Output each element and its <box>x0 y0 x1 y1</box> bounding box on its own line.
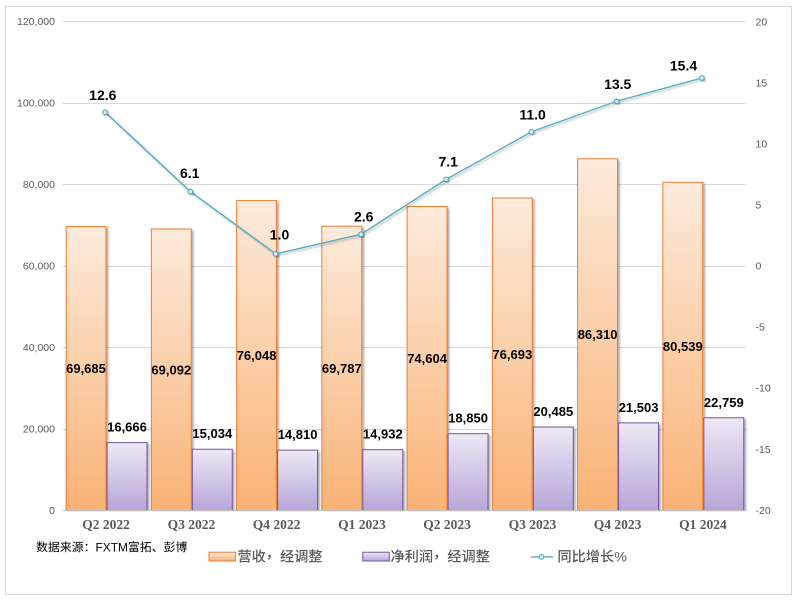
svg-text:120,000: 120,000 <box>17 16 55 28</box>
svg-text:Q1 2023: Q1 2023 <box>338 517 386 532</box>
svg-text:69,787: 69,787 <box>322 361 362 376</box>
svg-text:18,850: 18,850 <box>448 411 488 426</box>
svg-text:Q4 2023: Q4 2023 <box>594 517 642 532</box>
svg-text:40,000: 40,000 <box>23 342 55 354</box>
svg-text:0: 0 <box>756 261 762 273</box>
svg-text:11.0: 11.0 <box>519 107 546 123</box>
svg-text:Q4 2022: Q4 2022 <box>253 517 301 532</box>
svg-text:22,759: 22,759 <box>704 395 744 410</box>
svg-text:13.5: 13.5 <box>604 76 631 92</box>
svg-text:86,310: 86,310 <box>578 327 618 342</box>
svg-text:20: 20 <box>756 16 768 28</box>
svg-text:1.0: 1.0 <box>270 226 290 242</box>
svg-text:2.6: 2.6 <box>354 208 374 224</box>
svg-text:76,048: 76,048 <box>237 348 277 363</box>
svg-text:15: 15 <box>756 77 768 89</box>
svg-text:%: % <box>614 549 627 565</box>
svg-text:74,604: 74,604 <box>407 351 448 366</box>
svg-text:20,485: 20,485 <box>533 404 573 419</box>
svg-text:76,693: 76,693 <box>492 347 532 362</box>
svg-text:Q3 2023: Q3 2023 <box>509 517 557 532</box>
svg-text:69,685: 69,685 <box>66 361 106 376</box>
svg-text:21,503: 21,503 <box>619 400 659 415</box>
svg-text:-15: -15 <box>756 444 771 456</box>
svg-text:Q2 2023: Q2 2023 <box>423 517 471 532</box>
svg-text:12.6: 12.6 <box>89 87 116 103</box>
svg-text:100,000: 100,000 <box>17 98 55 110</box>
svg-text:5: 5 <box>756 200 762 212</box>
svg-text:20,000: 20,000 <box>23 424 55 436</box>
svg-text:14,810: 14,810 <box>278 427 318 442</box>
svg-text:15.4: 15.4 <box>670 58 697 74</box>
svg-text:Q2 2022: Q2 2022 <box>82 517 130 532</box>
svg-text:69,092: 69,092 <box>151 362 191 377</box>
svg-text:Q3 2022: Q3 2022 <box>168 517 216 532</box>
svg-text:-10: -10 <box>756 383 771 395</box>
svg-text:15,034: 15,034 <box>192 426 233 441</box>
svg-text:16,666: 16,666 <box>107 420 147 435</box>
svg-text:Q1 2024: Q1 2024 <box>679 517 727 532</box>
svg-text:14,932: 14,932 <box>363 427 403 442</box>
svg-text:80,539: 80,539 <box>663 339 703 354</box>
svg-text:80,000: 80,000 <box>23 179 55 191</box>
svg-text:7.1: 7.1 <box>438 154 458 170</box>
svg-text:0: 0 <box>49 505 55 517</box>
svg-text:10: 10 <box>756 139 768 151</box>
svg-text:60,000: 60,000 <box>23 261 55 273</box>
svg-text:FXTM: FXTM <box>96 540 128 554</box>
svg-text:6.1: 6.1 <box>180 165 200 181</box>
svg-text:-5: -5 <box>756 322 765 334</box>
svg-text:-20: -20 <box>756 505 771 517</box>
